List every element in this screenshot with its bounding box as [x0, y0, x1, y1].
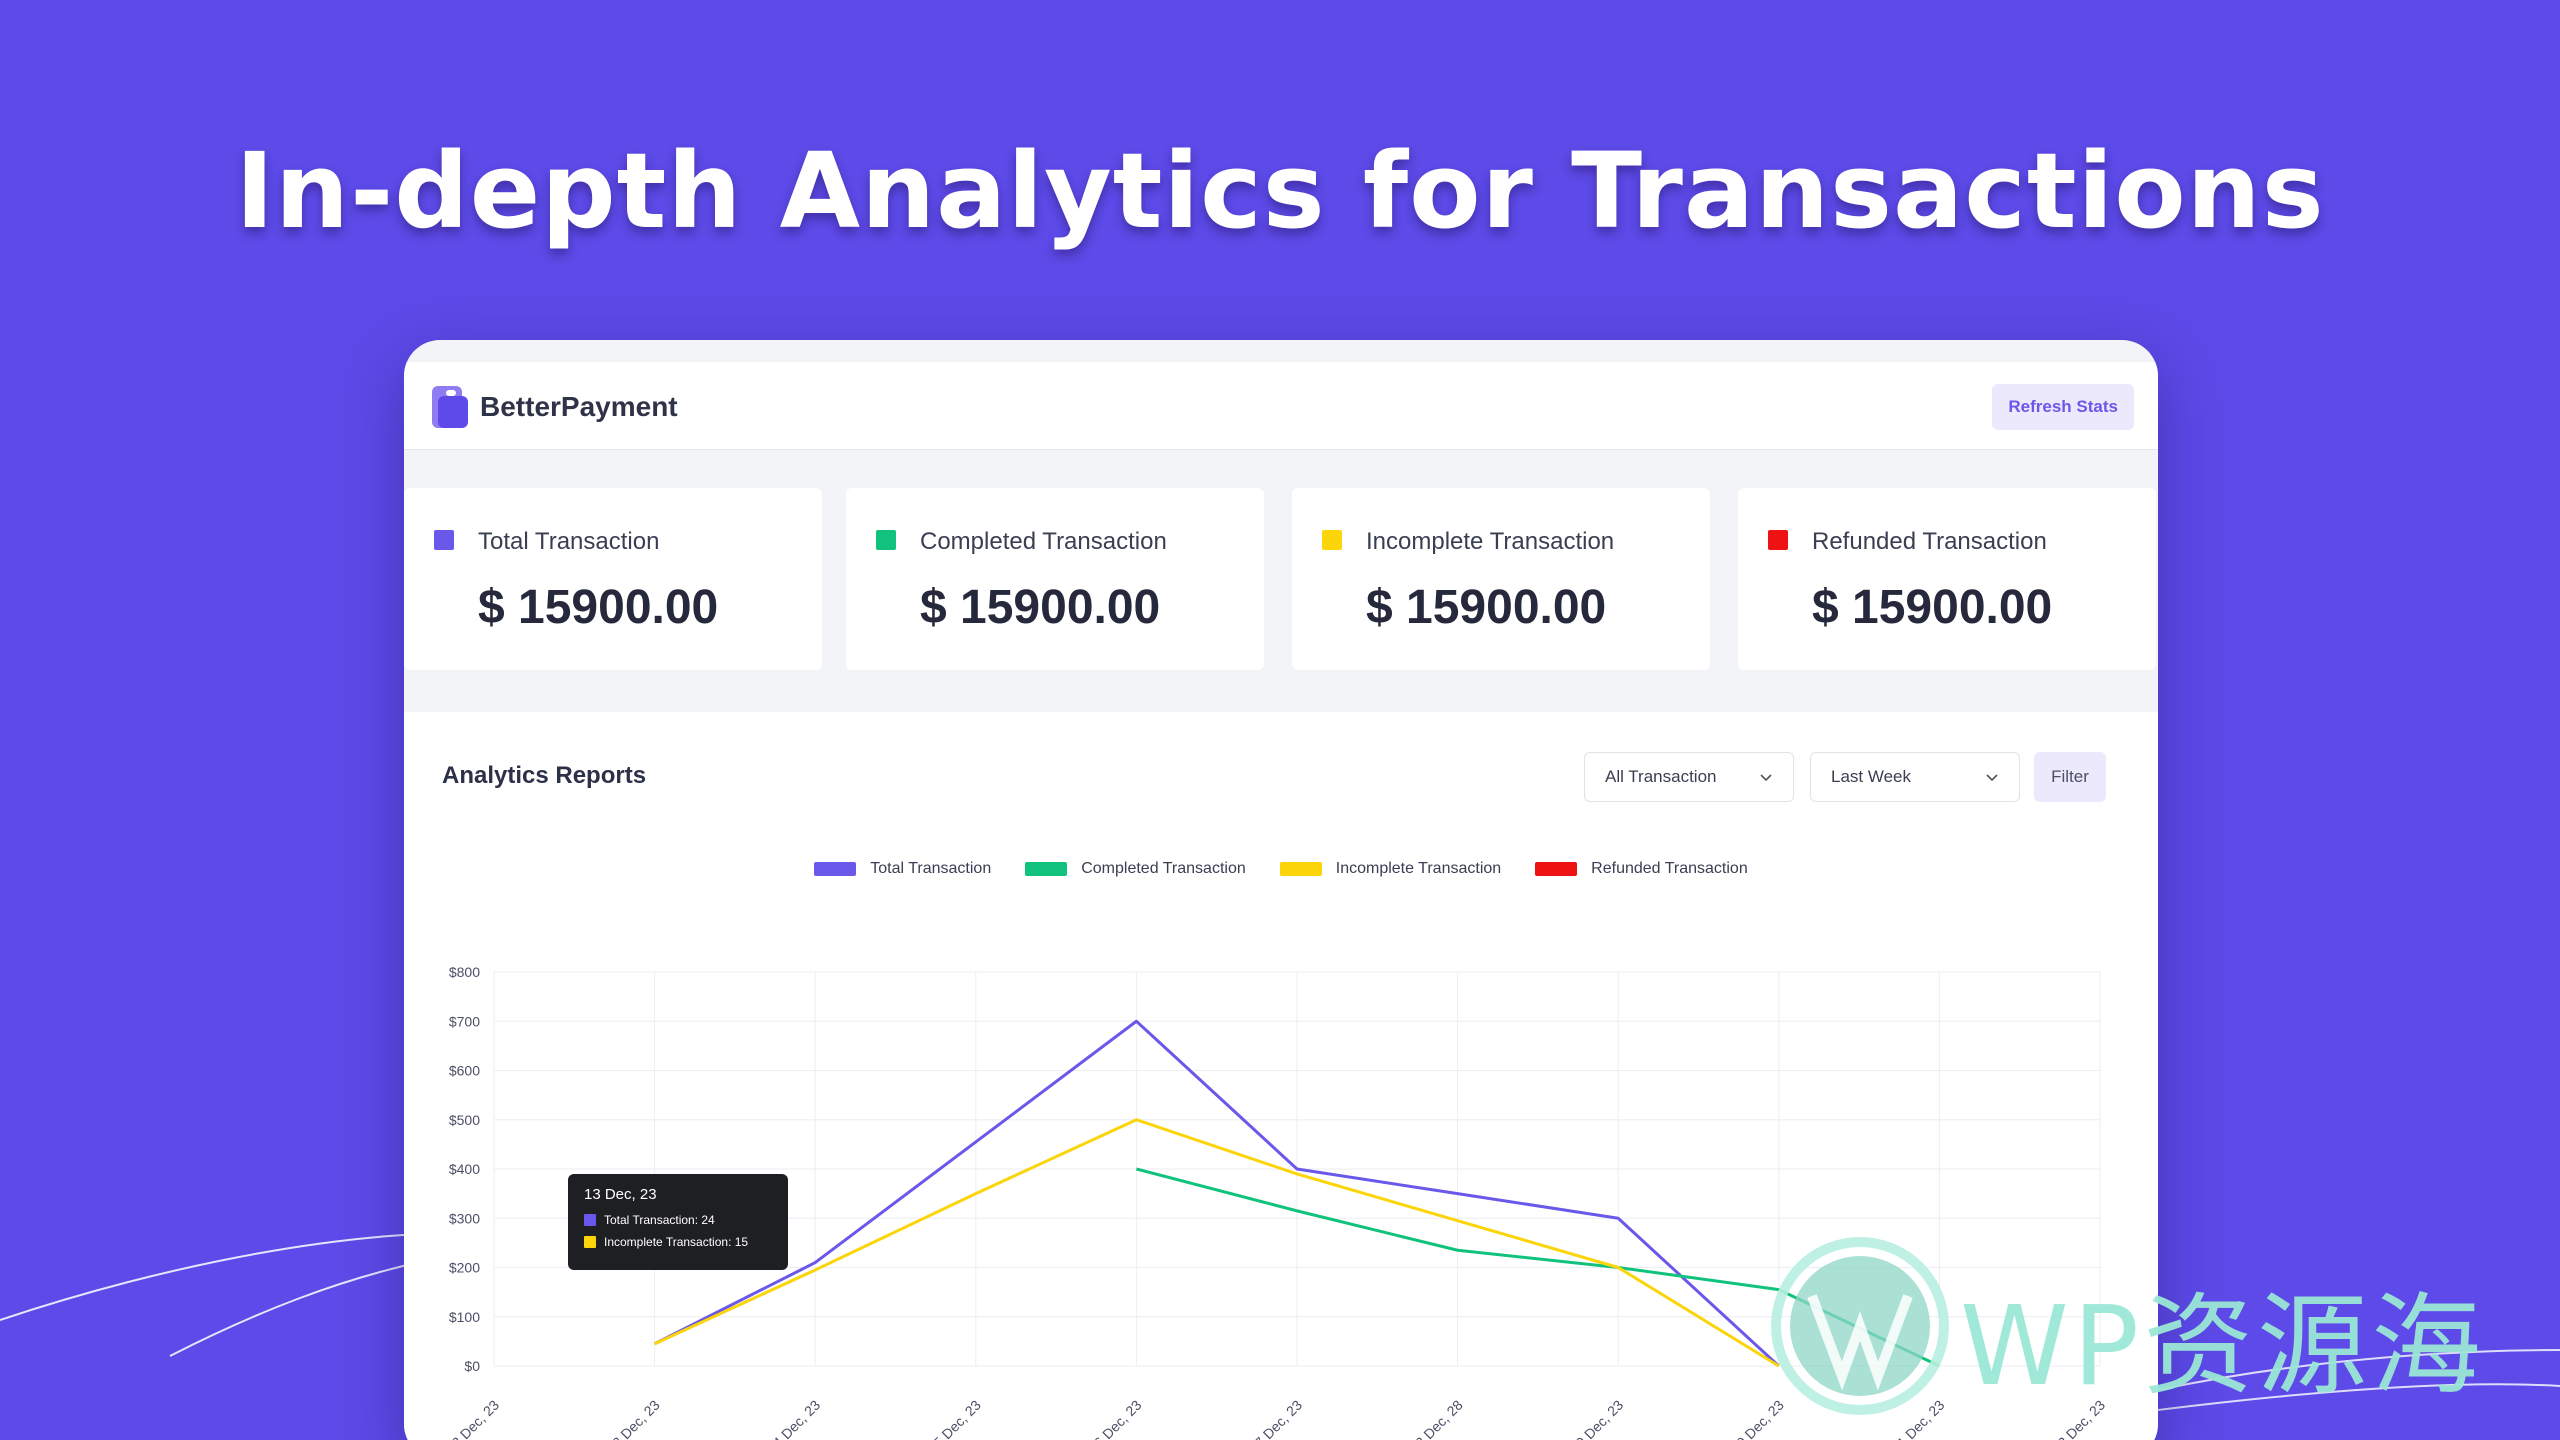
- x-tick-label: 14 Dec, 23: [764, 1397, 823, 1440]
- x-tick-label: 12 Dec, 28: [1407, 1397, 1466, 1440]
- top-bar: BetterPayment Refresh Stats: [404, 362, 2158, 450]
- wordpress-logo-icon: [1771, 1237, 1949, 1415]
- brand-name: BetterPayment: [480, 391, 678, 422]
- legend-label: Refunded Transaction: [1591, 860, 1748, 877]
- chart-legend: Total Transaction Completed Transaction …: [404, 860, 2158, 878]
- legend-swatch: [1535, 862, 1578, 876]
- chart-tooltip: 13 Dec, 23 Total Transaction: 24 Incompl…: [568, 1174, 788, 1270]
- tooltip-date: 13 Dec, 23: [584, 1186, 657, 1203]
- chevron-down-icon: [1986, 774, 1998, 782]
- card-label: Incomplete Transaction: [1366, 528, 1615, 555]
- brand[interactable]: BetterPayment: [432, 386, 678, 428]
- legend-label: Completed Transaction: [1081, 860, 1246, 877]
- series-line-total-transaction: [653, 1019, 1780, 1368]
- y-tick-label: $700: [449, 1013, 480, 1029]
- completed-square-icon: [876, 530, 896, 550]
- legend-swatch: [814, 862, 857, 876]
- summary-cards: Total Transaction $ 15900.00 Completed T…: [404, 488, 2158, 670]
- filter-button[interactable]: Filter: [2034, 752, 2106, 802]
- chevron-down-icon: [1760, 774, 1772, 782]
- y-tick-label: $800: [449, 964, 480, 980]
- legend-label: Incomplete Transaction: [1335, 860, 1502, 877]
- card-label: Total Transaction: [478, 528, 660, 555]
- date-range-value: Last Week: [1831, 767, 1912, 786]
- y-tick-label: $500: [449, 1112, 480, 1128]
- card-incomplete: Incomplete Transaction $ 15900.00: [1292, 488, 1710, 670]
- y-tick-label: $0: [464, 1358, 480, 1374]
- app-window: BetterPayment Refresh Stats Total Transa…: [404, 340, 2158, 1440]
- card-completed: Completed Transaction $ 15900.00: [846, 488, 1264, 670]
- line-chart: $0 $100 $200 $300 $400 $500 $600 $700 $800 12 Dec…: [443, 964, 2108, 1440]
- total-square-icon: [434, 530, 454, 550]
- tooltip-row-text: Total Transaction: 24: [604, 1213, 715, 1227]
- tooltip-row: Incomplete Transaction: 15: [584, 1235, 772, 1249]
- legend-item-incomplete[interactable]: Incomplete Transaction: [1279, 860, 1502, 878]
- transaction-type-select[interactable]: All Transaction: [1584, 752, 1794, 802]
- y-tick-label: $300: [449, 1210, 480, 1226]
- card-refunded: Refunded Transaction $ 15900.00: [1738, 488, 2156, 670]
- transaction-type-value: All Transaction: [1605, 767, 1717, 786]
- legend-label: Total Transaction: [870, 860, 992, 877]
- series-line-incomplete-transaction: [653, 1118, 1780, 1368]
- date-range-select[interactable]: Last Week: [1810, 752, 2020, 802]
- x-tick-label: 13 Dec, 23: [604, 1397, 663, 1440]
- tooltip-row-text: Incomplete Transaction: 15: [604, 1235, 749, 1249]
- x-tick-label: 16 Dec, 23: [1085, 1397, 1144, 1440]
- legend-item-total[interactable]: Total Transaction: [814, 860, 991, 878]
- y-tick-label: $100: [449, 1309, 480, 1325]
- card-value: $ 15900.00: [1812, 581, 2053, 634]
- decorative-swoosh: [0, 1233, 2560, 1411]
- refresh-stats-button[interactable]: Refresh Stats: [1992, 384, 2134, 430]
- card-label: Refunded Transaction: [1812, 528, 2047, 555]
- analytics-title: Analytics Reports: [442, 762, 647, 789]
- card-value: $ 15900.00: [478, 581, 719, 634]
- watermark: WP资源海: [1770, 1236, 2560, 1416]
- y-tick-label: $200: [449, 1260, 480, 1276]
- card-value: $ 15900.00: [1366, 581, 1607, 634]
- watermark-text: WP资源海: [1960, 1282, 2486, 1410]
- hero-title: In-depth Analytics for Transactions: [235, 130, 2325, 252]
- tooltip-swatch: [584, 1214, 596, 1226]
- card-total: Total Transaction $ 15900.00: [404, 488, 822, 670]
- y-tick-label: $400: [449, 1161, 480, 1177]
- legend-item-refunded[interactable]: Refunded Transaction: [1535, 860, 1748, 878]
- refunded-square-icon: [1768, 530, 1788, 550]
- tooltip-row: Total Transaction: 24: [584, 1213, 772, 1227]
- card-value: $ 15900.00: [920, 581, 1161, 634]
- wallet-logo-icon: [432, 386, 468, 428]
- tooltip-swatch: [584, 1236, 596, 1248]
- x-tick-label: 19 Dec, 23: [1567, 1397, 1626, 1440]
- legend-swatch: [1025, 862, 1068, 876]
- x-tick-label: 17 Dec, 23: [1246, 1397, 1305, 1440]
- legend-swatch: [1279, 862, 1322, 876]
- card-label: Completed Transaction: [920, 528, 1167, 555]
- incomplete-square-icon: [1322, 530, 1342, 550]
- x-tick-label: 15 Dec, 23: [925, 1397, 984, 1440]
- legend-item-completed[interactable]: Completed Transaction: [1025, 860, 1246, 878]
- x-tick-label: 12 Dec, 23: [443, 1397, 502, 1440]
- y-tick-label: $600: [449, 1063, 480, 1079]
